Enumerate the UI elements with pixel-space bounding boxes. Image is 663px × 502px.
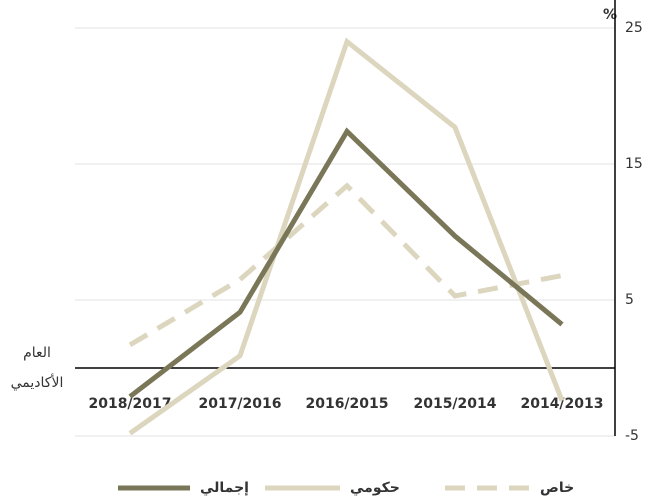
y-tick-label: 5 [625, 292, 634, 308]
series-line [128, 127, 564, 399]
x-tick-label: 2014/2013 [520, 396, 603, 412]
series-line [128, 182, 563, 348]
x-tick-label: 2016/2015 [305, 396, 388, 412]
x-tick-label: 2015/2014 [413, 396, 496, 412]
y-tick-label: 25 [625, 20, 643, 36]
y-tick-label: 15 [625, 156, 643, 172]
x-tick-label: 2018/2017 [88, 396, 171, 412]
legend-label: حكومي [350, 480, 400, 496]
y-axis-label: % [603, 7, 617, 23]
x-tick-label: 2017/2016 [198, 396, 281, 412]
y-tick-label: -5 [625, 428, 639, 444]
x-axis-label: العام الأكاديمي [10, 345, 64, 391]
legend-label: إجمالي [200, 480, 249, 496]
legend-label: خاص [540, 480, 574, 496]
series-line [128, 37, 565, 436]
